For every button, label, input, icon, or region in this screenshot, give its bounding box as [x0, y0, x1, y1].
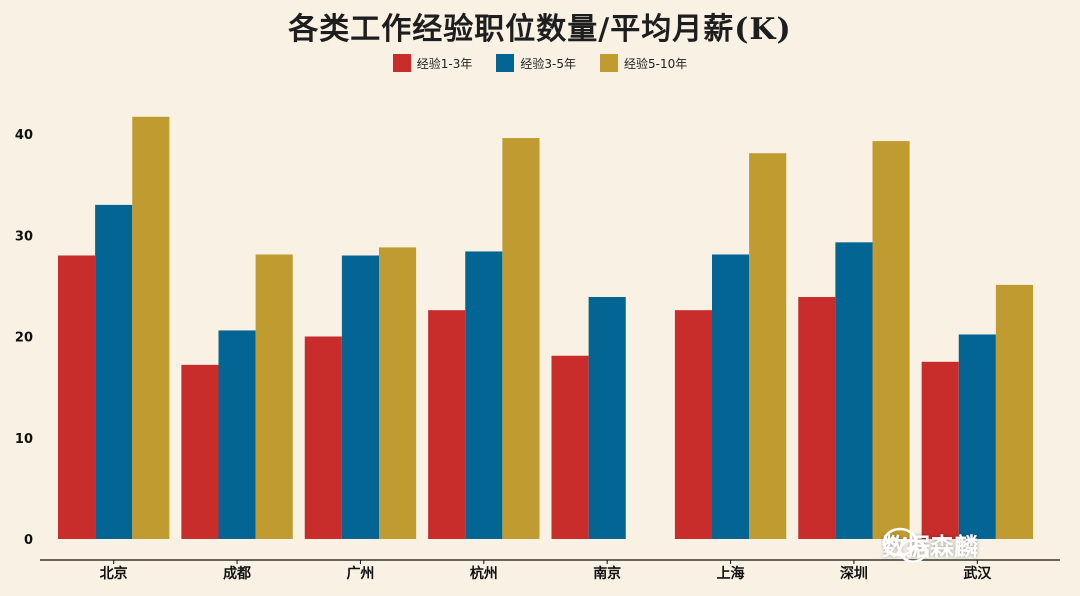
x-tick-label: 广州 — [346, 565, 374, 582]
legend-label-series-2: 经验3-5年 — [520, 56, 576, 71]
watermark: 数据森麟 — [882, 527, 978, 563]
legend-item-series-3: 经验5-10年 — [599, 54, 688, 72]
chart-title: 各类工作经验职位数量/平均月薪(K) — [288, 12, 792, 47]
bar-1-1 — [58, 255, 96, 539]
bar-3-1 — [132, 116, 170, 539]
x-tick-label: 南京 — [593, 565, 621, 582]
y-tick-label: 40 — [15, 128, 33, 143]
bar-3-6 — [749, 153, 787, 540]
bar-3-4 — [502, 138, 540, 540]
bar-1-8 — [921, 361, 959, 539]
x-tick-label: 成都 — [223, 565, 251, 582]
bar-2-5 — [588, 297, 626, 539]
bar-1-4 — [428, 310, 466, 539]
legend-swatch-series-3 — [599, 54, 618, 72]
bar-2-4 — [465, 251, 503, 539]
bar-1-7 — [798, 297, 836, 539]
bar-2-6 — [712, 254, 750, 540]
bar-2-2 — [218, 330, 256, 539]
legend: 经验1-3年 经验3-5年 经验5-10年 — [0, 54, 1080, 72]
legend-swatch-series-1 — [392, 54, 411, 72]
bar-2-3 — [341, 255, 379, 539]
bar-1-6 — [674, 310, 712, 539]
legend-label-series-3: 经验5-10年 — [623, 56, 688, 71]
bar-2-8 — [958, 334, 996, 539]
bar-3-7 — [872, 141, 910, 539]
y-tick-label: 10 — [15, 432, 33, 447]
wechat-icon — [882, 527, 928, 563]
x-tick-label: 上海 — [717, 565, 745, 582]
bar-2-7 — [835, 242, 873, 539]
x-tick-label: 北京 — [100, 565, 128, 582]
legend-label-series-1: 经验1-3年 — [416, 56, 473, 71]
watermark-text: 数据森麟 — [882, 533, 978, 561]
legend-swatch-series-2 — [496, 54, 515, 72]
bar-2-1 — [95, 204, 133, 539]
bar-3-2 — [255, 254, 293, 540]
legend-item-series-2: 经验3-5年 — [496, 54, 576, 72]
bar-3-8 — [995, 284, 1033, 539]
x-tick-label: 杭州 — [470, 565, 498, 582]
y-tick-label: 30 — [15, 229, 33, 244]
bar-1-2 — [181, 364, 219, 539]
legend-item-series-1: 经验1-3年 — [392, 54, 473, 72]
y-tick-label: 0 — [24, 533, 33, 548]
bar-1-3 — [304, 336, 342, 539]
x-tick-label: 深圳 — [840, 565, 868, 582]
y-tick-label: 20 — [15, 331, 33, 346]
bar-3-3 — [379, 247, 417, 539]
bar-1-5 — [551, 355, 589, 539]
x-tick-label: 武汉 — [963, 565, 992, 582]
